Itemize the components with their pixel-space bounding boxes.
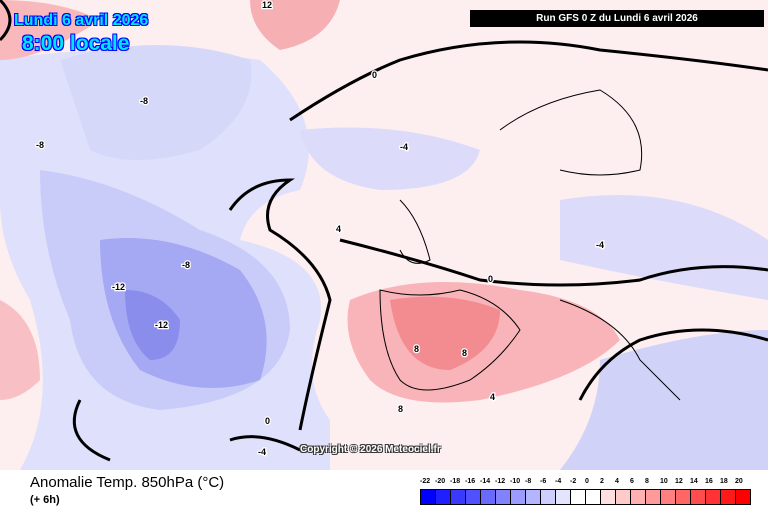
color-scale-legend: -22 -20 -18 -16 -14 -12 -10 -8 -6 -4 -2 0 2 4 6 8 10 12 14… (420, 478, 751, 505)
forecast-date: Lundi 6 avril 2026 (14, 12, 149, 29)
svg-text:0: 0 (488, 274, 493, 284)
legend-labels: -22 -20 -18 -16 -14 -12 -10 -8 -6 -4 -2 0 2 4 6 8 10 12 14… (420, 478, 751, 485)
legend-label: -2 (570, 478, 577, 485)
legend-swatch (436, 490, 451, 504)
legend-swatch (676, 490, 691, 504)
legend-swatch (736, 490, 750, 504)
warm-anomaly-greenland (250, 0, 340, 50)
zero-contours (0, 0, 768, 462)
legend-label: 14 (690, 478, 698, 485)
legend-label: -22 (420, 478, 431, 485)
svg-text:-12: -12 (155, 320, 168, 330)
cold-anomaly-area-east (560, 195, 768, 300)
legend-swatch (601, 490, 616, 504)
copyright: Copyright © 2026 Meteociel.fr (300, 444, 441, 455)
forecast-time: 8:00 locale (22, 32, 130, 55)
legend-swatch (631, 490, 646, 504)
svg-text:0: 0 (372, 70, 377, 80)
svg-text:8: 8 (462, 348, 467, 358)
legend-swatch (646, 490, 661, 504)
legend-label: -8 (525, 478, 532, 485)
legend-swatch (496, 490, 511, 504)
cold-anomaly-area-northsea (300, 127, 480, 190)
warm-anomaly-west (0, 300, 40, 400)
legend-label: 2 (600, 478, 604, 485)
model-run-label: Run GFS 0 Z du Lundi 6 avril 2026 (470, 10, 764, 27)
svg-text:0: 0 (265, 416, 270, 426)
warm-anomaly-northwest (0, 0, 100, 60)
legend-swatch (661, 490, 676, 504)
legend-label: -20 (435, 478, 446, 485)
legend-swatch (481, 490, 496, 504)
legend-swatch (556, 490, 571, 504)
legend-label: -16 (465, 478, 476, 485)
svg-text:-4: -4 (400, 142, 408, 152)
legend-swatch (721, 490, 736, 504)
coastlines (379, 89, 681, 401)
legend-swatch (616, 490, 631, 504)
svg-text:-4: -4 (596, 240, 604, 250)
legend-swatch (541, 490, 556, 504)
temperature-anomaly-map: -12 -12 -8 -8 -8 -4 -4 -4 0 0 0 4 4 8 8 … (0, 0, 768, 470)
svg-text:-8: -8 (36, 140, 44, 150)
legend-label: 4 (615, 478, 619, 485)
legend-swatch (511, 490, 526, 504)
legend-label: -10 (510, 478, 521, 485)
svg-text:-4: -4 (258, 447, 266, 457)
legend-swatch (586, 490, 601, 504)
svg-text:12: 12 (262, 0, 272, 10)
legend-swatch (691, 490, 706, 504)
legend-swatch (451, 490, 466, 504)
svg-text:-8: -8 (182, 260, 190, 270)
legend-label: 16 (705, 478, 713, 485)
warm-anomaly-core (390, 296, 500, 370)
svg-text:4: 4 (336, 224, 341, 234)
legend-swatch (526, 490, 541, 504)
legend-label: -12 (495, 478, 506, 485)
legend-label: 10 (660, 478, 668, 485)
legend-label: -18 (450, 478, 461, 485)
cold-anomaly-core-inner (125, 290, 180, 360)
legend-swatches (420, 489, 751, 505)
legend-label: -4 (555, 478, 562, 485)
legend-label: -14 (480, 478, 491, 485)
legend-label: 18 (720, 478, 728, 485)
legend-swatch (421, 490, 436, 504)
map-title: Anomalie Temp. 850hPa (°C) (30, 474, 225, 491)
legend-label: -6 (540, 478, 547, 485)
svg-text:-12: -12 (112, 282, 125, 292)
svg-text:4: 4 (490, 392, 495, 402)
legend-label: 0 (585, 478, 589, 485)
legend-swatch (571, 490, 586, 504)
lead-time: (+ 6h) (30, 494, 60, 506)
legend-label: 8 (645, 478, 649, 485)
cold-anomaly-area-southeast (560, 330, 768, 470)
svg-text:8: 8 (398, 404, 403, 414)
legend-swatch (706, 490, 721, 504)
svg-text:-8: -8 (140, 96, 148, 106)
legend-label: 12 (675, 478, 683, 485)
legend-label: 20 (735, 478, 743, 485)
cold-anomaly-area-north (60, 45, 252, 160)
legend-label: 6 (630, 478, 634, 485)
svg-text:8: 8 (414, 344, 419, 354)
legend-swatch (466, 490, 481, 504)
